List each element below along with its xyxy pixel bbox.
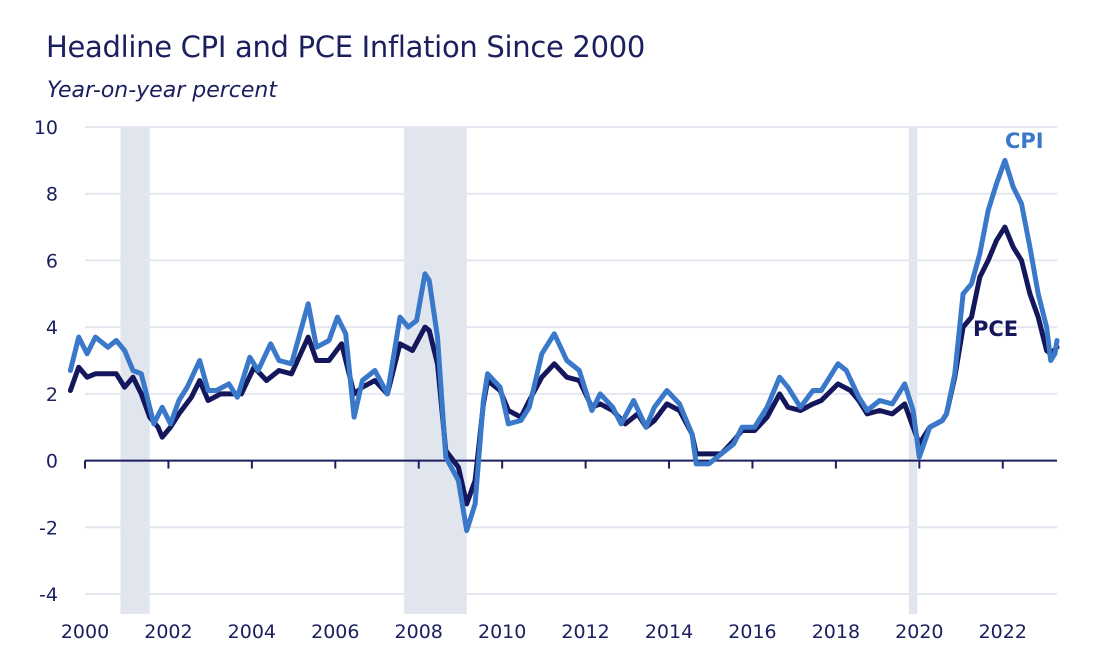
x-tick-label: 2004 xyxy=(228,621,276,643)
x-tick-label: 2020 xyxy=(895,621,943,643)
x-tick-label: 2022 xyxy=(979,621,1027,643)
x-tick-label: 2012 xyxy=(561,621,609,643)
chart-subtitle: Year-on-year percent xyxy=(47,78,277,103)
x-tick-label: 2018 xyxy=(812,621,860,643)
chart-title: Headline CPI and PCE Inflation Since 200… xyxy=(46,30,646,64)
recession-bands xyxy=(120,127,918,614)
y-tick-label: 8 xyxy=(46,184,58,206)
y-tick-label: 0 xyxy=(46,451,58,473)
y-tick-label: -4 xyxy=(39,584,58,606)
gridlines xyxy=(85,126,1057,595)
x-tick-label: 2016 xyxy=(728,621,776,643)
y-tick-label: -2 xyxy=(39,517,58,539)
recession-band xyxy=(404,127,467,614)
x-tick-label: 2000 xyxy=(61,621,109,643)
y-axis-ticks: 10 8 6 4 2 0 -2 -4 xyxy=(34,117,58,606)
y-tick-label: 6 xyxy=(46,250,58,272)
x-tick-label: 2010 xyxy=(478,621,526,643)
cpi-line xyxy=(67,157,1060,534)
x-axis-ticks: 2000 2002 2004 2006 2008 2010 2012 2014 2016 2018… xyxy=(61,460,1027,643)
x-tick-label: 2002 xyxy=(144,621,192,643)
recession-band xyxy=(908,127,918,614)
pce-series-label: PCE xyxy=(973,317,1018,341)
cpi-series-label: CPI xyxy=(1005,129,1044,153)
x-tick-label: 2014 xyxy=(645,621,693,643)
series-lines xyxy=(67,157,1060,534)
y-tick-label: 10 xyxy=(34,117,58,139)
y-tick-label: 2 xyxy=(46,384,58,406)
x-tick-label: 2008 xyxy=(395,621,443,643)
y-tick-label: 4 xyxy=(46,317,58,339)
x-tick-label: 2006 xyxy=(311,621,359,643)
